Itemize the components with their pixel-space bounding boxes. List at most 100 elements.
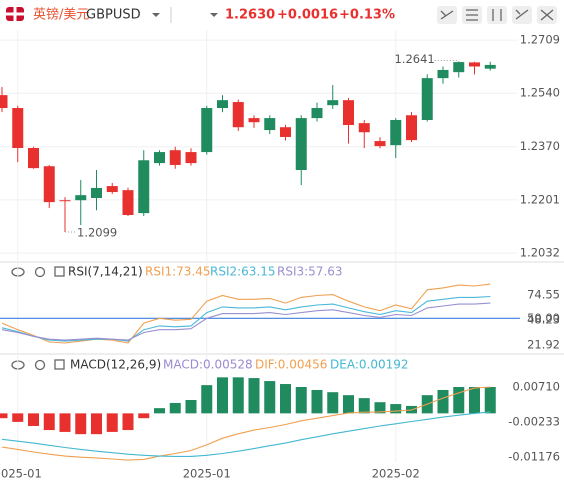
x-tick-label: 2025-02 <box>372 467 420 481</box>
macd-bar <box>374 402 386 414</box>
candle-body <box>484 64 496 69</box>
macd-bar <box>264 381 276 414</box>
candle-body <box>437 69 449 79</box>
tool-indicator-icon <box>466 9 478 21</box>
candle-body <box>43 166 55 203</box>
symbol[interactable]: GBPUSD <box>86 8 141 23</box>
candle-body <box>122 190 134 216</box>
candle-body <box>91 187 102 199</box>
change-pct: +0.13% <box>339 8 395 23</box>
price: 1.2630 <box>225 8 275 23</box>
y-tick-label: 74.55 <box>527 288 560 302</box>
macd-bar <box>138 413 150 419</box>
macd-bar <box>484 386 496 414</box>
candle-body <box>138 160 150 214</box>
macd-bar <box>295 386 307 414</box>
candle-body <box>154 152 165 164</box>
symbol-name[interactable]: 英镑/美元 <box>33 7 89 23</box>
legend-entry: DEA:0.00192 <box>330 358 409 372</box>
macd-bar <box>311 389 323 414</box>
tool-settings-icon <box>540 9 554 21</box>
tool-fullscreen-icon <box>515 9 529 20</box>
header: 英镑/美元 GBPUSD 1.2630 +0.0016 +0.13% <box>6 6 557 24</box>
legend-entry: RSI3:57.63 <box>277 265 343 279</box>
macd-bar <box>469 386 480 414</box>
gear-icon[interactable] <box>34 359 46 371</box>
series-line <box>1 302 491 341</box>
macd-bar <box>169 402 181 414</box>
candle-body <box>106 186 118 193</box>
x-tick-label: 2025-01 <box>0 467 42 481</box>
legend-entry: DIF:0.00456 <box>255 358 327 372</box>
y-tick-label: 21.92 <box>527 337 560 351</box>
y-tick-label: 50.00 <box>527 311 560 325</box>
macd-bar <box>453 386 465 414</box>
period-arrow[interactable] <box>210 13 218 17</box>
x-tick-label: 2025-01 <box>183 467 231 481</box>
candle-body <box>327 100 339 106</box>
macd-bar <box>201 385 213 414</box>
macd-bar <box>232 377 244 414</box>
legend-entry: MACD:0.00528 <box>163 358 253 372</box>
box-icon[interactable] <box>54 359 65 370</box>
candle-body <box>453 62 465 73</box>
candle-body <box>280 127 291 137</box>
macd-bar <box>91 413 102 435</box>
flag-cross <box>6 7 24 21</box>
candle-body <box>374 141 386 147</box>
macd-bar <box>106 413 118 432</box>
macd-bar <box>280 384 291 414</box>
macd-bar <box>248 378 260 414</box>
macd-bar <box>75 413 87 435</box>
dropdown-arrow[interactable] <box>152 13 160 17</box>
macd-bar <box>437 389 449 414</box>
y-tick-label: 1.2201 <box>520 192 560 206</box>
y-tick-label: 1.2709 <box>520 33 560 47</box>
box-icon[interactable] <box>54 266 65 277</box>
macd-bar <box>28 413 39 426</box>
macd-bar <box>185 399 197 414</box>
macd-bar <box>12 413 24 422</box>
macd-bar <box>390 404 402 414</box>
candle-body <box>0 95 8 109</box>
macd-bar <box>59 413 71 432</box>
macd-bar <box>217 377 228 414</box>
candle-body <box>28 147 39 169</box>
y-tick-label: -0.01176 <box>508 450 560 464</box>
y-tick-label: 1.2032 <box>520 246 560 260</box>
macd-bar <box>0 413 8 419</box>
candle-body <box>201 108 213 153</box>
candle-body <box>75 195 87 201</box>
macd-bar <box>343 395 354 414</box>
max-label: 1.2641 <box>395 52 435 66</box>
y-tick-label: -0.00233 <box>508 415 560 429</box>
candle-body <box>169 150 181 165</box>
legend-entry: RSI2:63.15 <box>210 265 276 279</box>
candle-body <box>421 78 433 120</box>
tool-candle-icon <box>492 9 502 21</box>
y-tick-label: 1.2370 <box>520 139 560 153</box>
macd-header-icons <box>11 359 65 371</box>
series-line <box>1 386 491 461</box>
toolbar <box>437 6 557 24</box>
candle-body <box>248 118 260 123</box>
candle-body <box>295 118 307 171</box>
tool-candle[interactable] <box>487 6 507 24</box>
gear-icon[interactable] <box>34 266 46 278</box>
candle-body <box>469 62 480 67</box>
macd-bar <box>122 413 134 431</box>
rsi-header-icons <box>11 266 65 278</box>
candle-body <box>358 123 370 133</box>
series-line <box>1 411 491 457</box>
candle-body <box>264 118 276 131</box>
change: +0.0016 <box>277 8 338 23</box>
candle-body <box>390 119 402 146</box>
y-tick-label: 48.23 <box>527 312 560 326</box>
candle-body <box>217 100 228 109</box>
y-tick-label: 1.2540 <box>520 86 560 100</box>
pane-title: RSI(7,14,21) <box>68 265 143 279</box>
candle-body <box>343 100 354 126</box>
tool-draw-icon <box>440 10 454 20</box>
candle-body <box>12 108 24 148</box>
